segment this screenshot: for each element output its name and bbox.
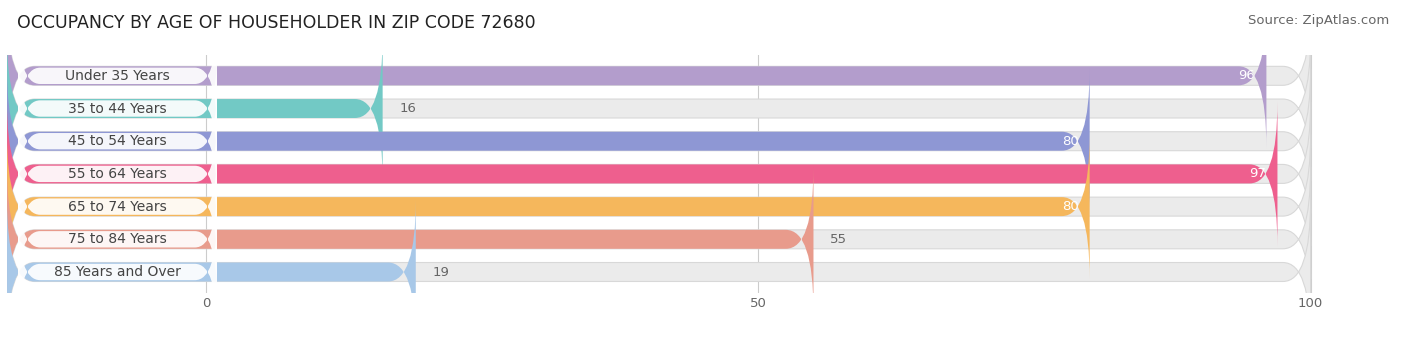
FancyBboxPatch shape <box>7 102 1278 246</box>
FancyBboxPatch shape <box>7 134 1090 279</box>
FancyBboxPatch shape <box>7 102 1310 246</box>
FancyBboxPatch shape <box>18 149 217 264</box>
FancyBboxPatch shape <box>7 36 1310 181</box>
FancyBboxPatch shape <box>18 117 217 231</box>
FancyBboxPatch shape <box>7 200 1310 341</box>
Text: 19: 19 <box>433 266 450 279</box>
FancyBboxPatch shape <box>7 69 1090 213</box>
FancyBboxPatch shape <box>18 84 217 198</box>
FancyBboxPatch shape <box>18 51 217 166</box>
FancyBboxPatch shape <box>7 36 382 181</box>
FancyBboxPatch shape <box>18 215 217 329</box>
Text: 45 to 54 Years: 45 to 54 Years <box>67 134 167 148</box>
Text: 96: 96 <box>1239 69 1256 82</box>
Text: 80: 80 <box>1062 135 1078 148</box>
FancyBboxPatch shape <box>18 19 217 133</box>
Text: 80: 80 <box>1062 200 1078 213</box>
Text: Source: ZipAtlas.com: Source: ZipAtlas.com <box>1249 14 1389 27</box>
Text: 75 to 84 Years: 75 to 84 Years <box>67 232 167 246</box>
FancyBboxPatch shape <box>18 182 217 297</box>
Text: 65 to 74 Years: 65 to 74 Years <box>67 199 167 213</box>
Text: OCCUPANCY BY AGE OF HOUSEHOLDER IN ZIP CODE 72680: OCCUPANCY BY AGE OF HOUSEHOLDER IN ZIP C… <box>17 14 536 32</box>
Text: 85 Years and Over: 85 Years and Over <box>53 265 181 279</box>
FancyBboxPatch shape <box>7 134 1310 279</box>
Text: 35 to 44 Years: 35 to 44 Years <box>67 102 167 116</box>
FancyBboxPatch shape <box>7 3 1310 148</box>
Text: 55 to 64 Years: 55 to 64 Years <box>67 167 167 181</box>
Text: 97: 97 <box>1250 167 1267 180</box>
FancyBboxPatch shape <box>7 3 1267 148</box>
FancyBboxPatch shape <box>7 200 416 341</box>
Text: Under 35 Years: Under 35 Years <box>65 69 170 83</box>
Text: 16: 16 <box>399 102 416 115</box>
FancyBboxPatch shape <box>7 69 1310 213</box>
FancyBboxPatch shape <box>7 167 814 312</box>
Text: 55: 55 <box>830 233 846 246</box>
FancyBboxPatch shape <box>7 167 1310 312</box>
